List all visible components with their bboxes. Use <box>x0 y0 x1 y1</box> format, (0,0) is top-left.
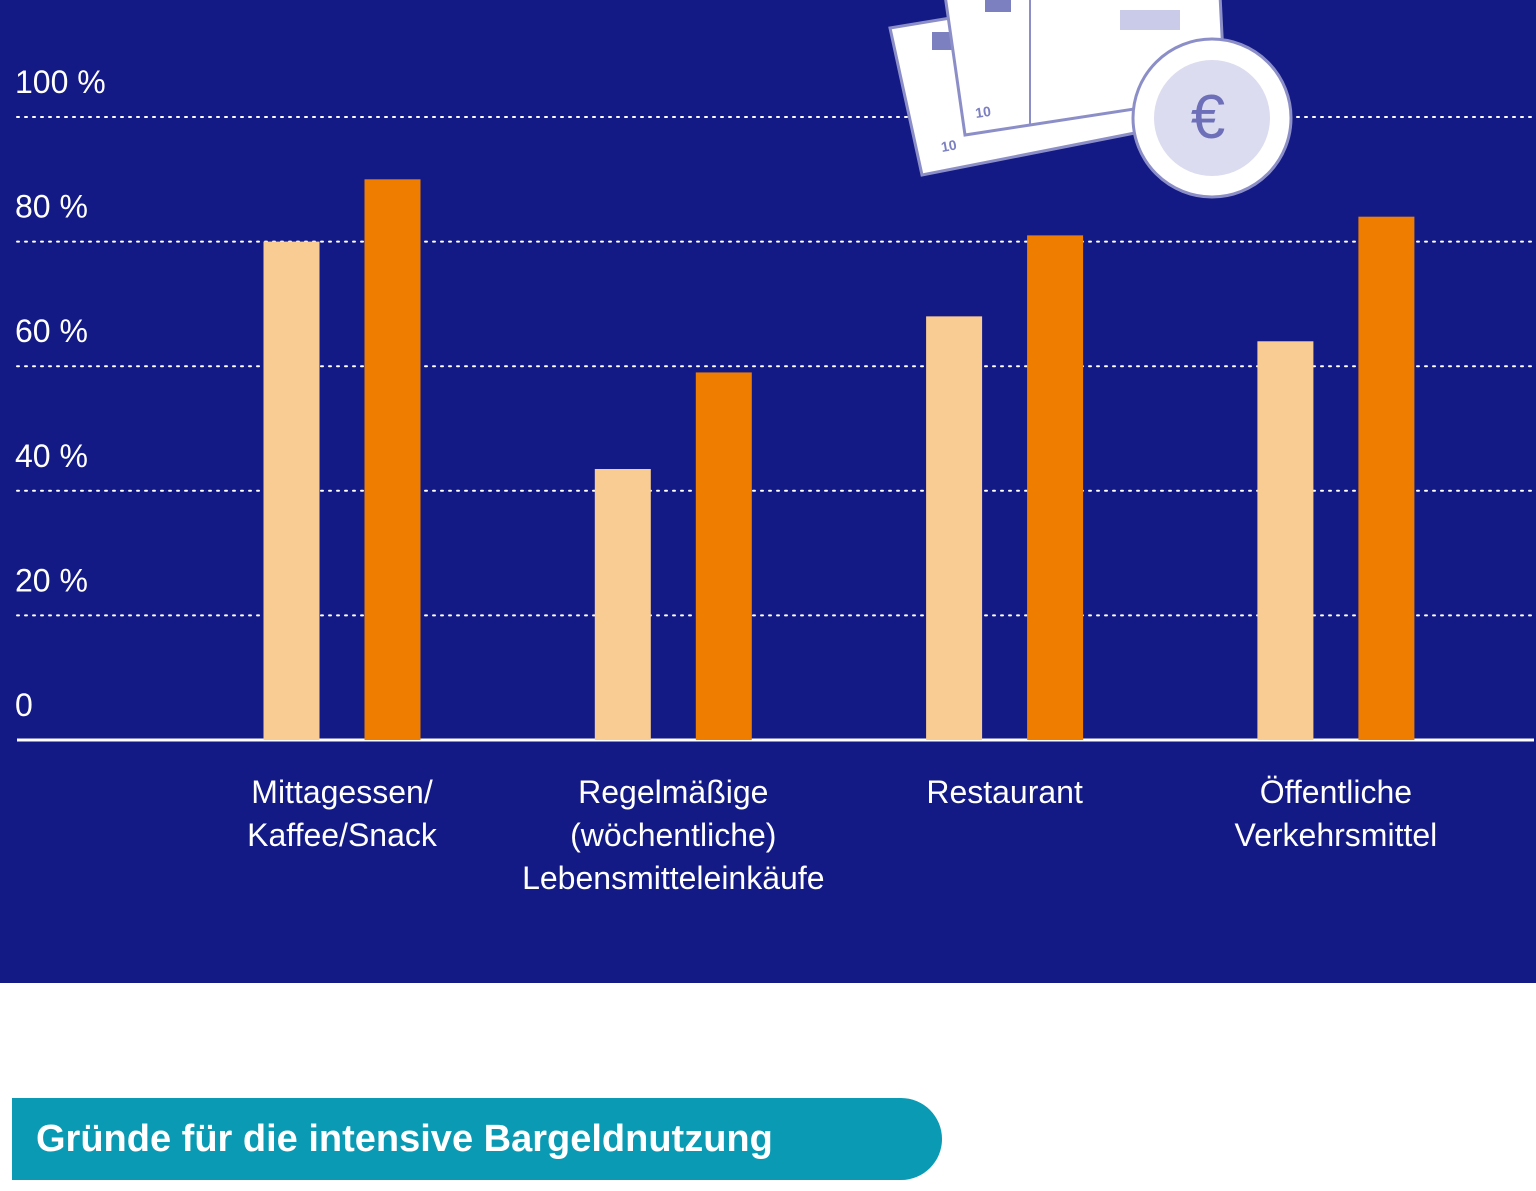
y-tick-label: 100 % <box>15 64 106 100</box>
page: {"chart_data": {"type": "bar", "categori… <box>0 0 1536 1191</box>
section-heading-box: Gründe für die intensive Bargeldnutzung <box>12 1098 942 1180</box>
y-tick-label: 0 <box>15 687 33 723</box>
y-tick-label: 20 % <box>15 562 88 598</box>
banknote-mark <box>1120 10 1180 30</box>
section-heading: Gründe für die intensive Bargeldnutzung <box>36 1098 773 1180</box>
bar <box>365 179 421 740</box>
x-tick-label: Öffentliche Verkehrsmittel <box>1136 771 1536 857</box>
y-tick-label: 60 % <box>15 313 88 349</box>
bar <box>1027 235 1083 740</box>
bar <box>595 469 651 740</box>
y-tick-label: 80 % <box>15 189 88 225</box>
note-label: 10 <box>940 136 958 154</box>
bar <box>1358 217 1414 740</box>
chart: 0 20 % 40 % 60 % 80 % 100 % 10 10 € <box>0 0 1536 1191</box>
bar <box>696 372 752 740</box>
bar <box>926 316 982 740</box>
bar <box>264 242 320 740</box>
banknote-mark <box>985 0 1011 12</box>
y-tick-label: 40 % <box>15 438 88 474</box>
note-label: 10 <box>974 103 992 121</box>
coin-symbol: € <box>1191 83 1225 152</box>
banknote-mark <box>932 32 952 50</box>
bar <box>1257 341 1313 740</box>
